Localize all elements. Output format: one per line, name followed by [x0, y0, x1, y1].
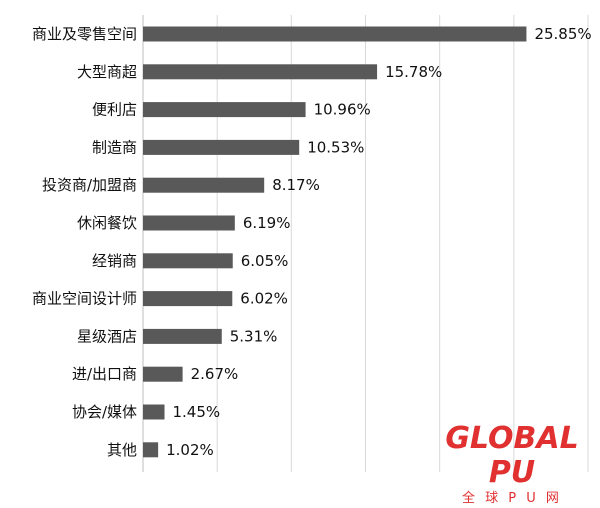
- category-label: 便利店: [92, 101, 137, 119]
- value-label: 25.85%: [534, 25, 591, 43]
- bar: [143, 291, 233, 307]
- bar: [143, 64, 378, 80]
- category-label: 投资商/加盟商: [42, 176, 137, 194]
- category-label: 其他: [107, 441, 137, 459]
- bar: [143, 328, 222, 344]
- bar: [143, 26, 527, 42]
- category-label: 商业及零售空间: [32, 25, 137, 43]
- category-label: 星级酒店: [77, 327, 137, 345]
- category-label: 大型商超: [77, 63, 137, 81]
- category-label: 休闲餐饮: [77, 214, 137, 232]
- value-label: 10.96%: [314, 101, 371, 119]
- category-label: 制造商: [92, 138, 137, 156]
- watermark-logo: GLOBAL PU 全 球 P U 网: [432, 422, 592, 507]
- bar: [143, 215, 235, 231]
- bar: [143, 139, 300, 155]
- value-label: 6.02%: [240, 290, 288, 308]
- bar: [143, 366, 183, 382]
- category-label: 经销商: [92, 252, 137, 270]
- bar: [143, 177, 265, 193]
- value-label: 5.31%: [230, 327, 278, 345]
- value-label: 6.19%: [243, 214, 291, 232]
- bar: [143, 253, 233, 269]
- value-label: 6.05%: [241, 252, 289, 270]
- labels: 商业及零售空间 25.85% 大型商超 15.78% 便利店 10.96% 制造商 10.53…: [32, 25, 592, 459]
- bar: [143, 442, 159, 458]
- category-label: 协会/媒体: [72, 403, 137, 421]
- category-label: 进/出口商: [72, 365, 137, 383]
- value-label: 10.53%: [307, 138, 364, 156]
- value-label: 1.02%: [166, 441, 214, 459]
- bar-chart: 商业及零售空间 25.85% 大型商超 15.78% 便利店 10.96% 制造商 10.53…: [32, 15, 592, 472]
- logo-subtitle: 全 球 P U 网: [462, 491, 562, 506]
- value-label: 15.78%: [385, 63, 442, 81]
- logo-brand: GLOBAL PU: [445, 421, 579, 490]
- category-label: 商业空间设计师: [32, 290, 137, 308]
- value-label: 2.67%: [191, 365, 239, 383]
- bar: [143, 102, 306, 118]
- value-label: 1.45%: [173, 403, 221, 421]
- bar: [143, 404, 165, 420]
- grid-lines: [142, 15, 589, 472]
- bars: [143, 26, 527, 458]
- value-label: 8.17%: [272, 176, 320, 194]
